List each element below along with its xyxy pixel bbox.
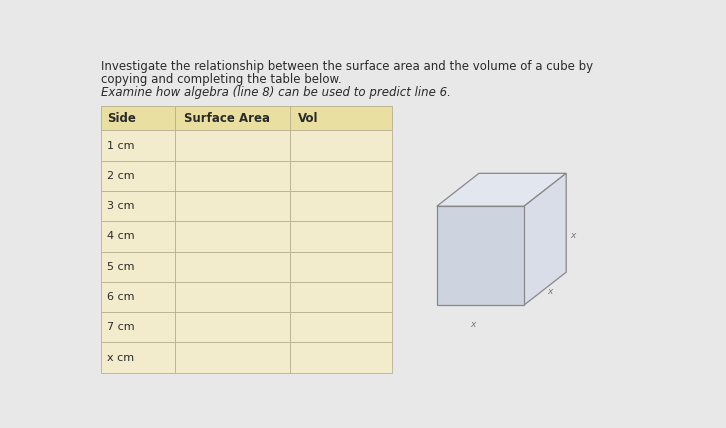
- Bar: [101, 106, 175, 131]
- Bar: [175, 131, 290, 161]
- Bar: [290, 312, 392, 342]
- Text: Investigate the relationship between the surface area and the volume of a cube b: Investigate the relationship between the…: [101, 59, 593, 73]
- Bar: [101, 342, 175, 373]
- Text: Vol: Vol: [298, 112, 319, 125]
- Text: x cm: x cm: [107, 353, 134, 363]
- Bar: [290, 161, 392, 191]
- Bar: [101, 312, 175, 342]
- Bar: [290, 342, 392, 373]
- Bar: [290, 282, 392, 312]
- Text: Side: Side: [107, 112, 136, 125]
- Text: x: x: [470, 320, 476, 329]
- Bar: [101, 282, 175, 312]
- Bar: [290, 252, 392, 282]
- Bar: [101, 191, 175, 221]
- Text: Examine how algebra (line 8) can be used to predict line 6.: Examine how algebra (line 8) can be used…: [101, 86, 451, 99]
- Text: x: x: [547, 287, 552, 296]
- Text: x: x: [571, 232, 576, 241]
- Bar: [101, 221, 175, 252]
- Text: 7 cm: 7 cm: [107, 322, 134, 332]
- Polygon shape: [437, 173, 566, 206]
- Bar: [175, 191, 290, 221]
- Bar: [175, 282, 290, 312]
- Text: 1 cm: 1 cm: [107, 140, 134, 151]
- Text: 3 cm: 3 cm: [107, 201, 134, 211]
- Bar: [290, 106, 392, 131]
- Text: 6 cm: 6 cm: [107, 292, 134, 302]
- Bar: [175, 221, 290, 252]
- Bar: [175, 106, 290, 131]
- Bar: [290, 191, 392, 221]
- Polygon shape: [437, 206, 524, 305]
- Bar: [101, 252, 175, 282]
- Bar: [290, 221, 392, 252]
- Text: copying and completing the table below.: copying and completing the table below.: [101, 73, 342, 86]
- Bar: [101, 131, 175, 161]
- Text: 2 cm: 2 cm: [107, 171, 134, 181]
- Text: 4 cm: 4 cm: [107, 232, 134, 241]
- Bar: [175, 342, 290, 373]
- Bar: [175, 252, 290, 282]
- Bar: [101, 161, 175, 191]
- Text: Surface Area: Surface Area: [184, 112, 270, 125]
- Polygon shape: [524, 173, 566, 305]
- Text: 5 cm: 5 cm: [107, 262, 134, 272]
- Bar: [175, 312, 290, 342]
- Bar: [290, 131, 392, 161]
- Bar: [175, 161, 290, 191]
